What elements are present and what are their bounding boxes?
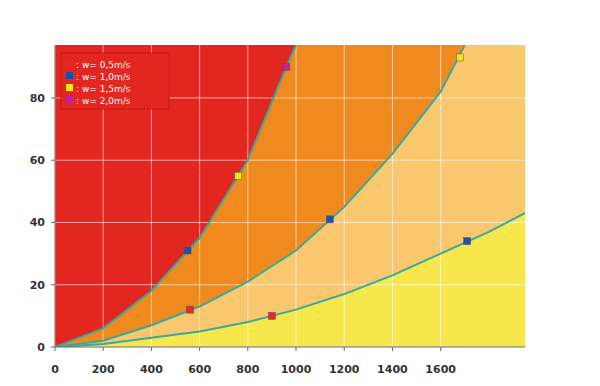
legend-swatch xyxy=(66,96,73,103)
data-point xyxy=(184,247,191,254)
legend-label: : w= 0,5m/s xyxy=(76,60,131,70)
grid-line xyxy=(55,45,56,347)
x-tick-label: 0 xyxy=(51,363,59,376)
x-tick-label: 1000 xyxy=(281,363,312,376)
y-tick xyxy=(51,97,55,98)
x-tick-label: 1200 xyxy=(329,363,360,376)
x-tick-label: 200 xyxy=(92,363,115,376)
boundary-curve xyxy=(55,213,525,347)
legend-box xyxy=(61,53,169,109)
x-tick xyxy=(296,347,297,351)
y-tick xyxy=(51,284,55,285)
legend-swatch xyxy=(66,72,73,79)
x-axis xyxy=(55,347,525,348)
legend-label: : w= 2,0m/s xyxy=(76,96,131,106)
x-tick-label: 1600 xyxy=(425,363,456,376)
grid-line xyxy=(55,284,525,285)
legend-label: : w= 1,0m/s xyxy=(76,72,131,82)
y-tick-label: 20 xyxy=(30,279,46,292)
data-point xyxy=(186,306,193,313)
legend: : w= 0,5m/s : w= 1,0m/s : w= 1,5m/s : w= 2,… xyxy=(61,53,169,109)
x-tick-label: 1400 xyxy=(377,363,408,376)
chart: 0 200 400 600 800 1000 1200 1400 1600 0 20 40 60 80 : … xyxy=(0,0,600,386)
legend-label: : w= 1,5m/s xyxy=(76,84,131,94)
data-point xyxy=(326,216,333,223)
region-fill xyxy=(55,45,465,347)
y-tick xyxy=(51,347,55,348)
data-point xyxy=(456,54,463,61)
x-tick xyxy=(440,347,441,351)
x-tick-label: 400 xyxy=(140,363,163,376)
grid-line xyxy=(344,45,345,347)
data-point xyxy=(464,238,471,245)
x-tick-label: 600 xyxy=(188,363,211,376)
grid-line xyxy=(55,160,525,161)
x-tick xyxy=(392,347,393,351)
x-tick xyxy=(199,347,200,351)
grid-line xyxy=(55,222,525,223)
y-tick-label: 60 xyxy=(30,154,46,167)
x-tick xyxy=(151,347,152,351)
grid-line xyxy=(247,45,248,347)
x-tick xyxy=(55,347,56,351)
boundary-curve xyxy=(55,45,465,347)
x-tick xyxy=(344,347,345,351)
y-tick-label: 80 xyxy=(30,92,46,105)
legend-swatch xyxy=(66,60,73,67)
x-tick-label: 800 xyxy=(236,363,259,376)
y-tick-label: 40 xyxy=(30,216,46,229)
data-point xyxy=(268,312,275,319)
y-axis xyxy=(55,45,56,347)
region-fill xyxy=(55,45,296,347)
grid-line xyxy=(296,45,297,347)
grid-line xyxy=(199,45,200,347)
plot-area xyxy=(55,45,525,347)
y-tick xyxy=(51,222,55,223)
y-tick xyxy=(51,160,55,161)
grid-line xyxy=(392,45,393,347)
data-point xyxy=(235,172,242,179)
boundary-curve xyxy=(55,45,296,347)
x-tick xyxy=(247,347,248,351)
grid-line xyxy=(55,347,525,348)
legend-swatch xyxy=(66,84,73,91)
x-tick xyxy=(103,347,104,351)
data-point xyxy=(283,63,290,70)
y-tick-label: 0 xyxy=(37,341,45,354)
region-fill xyxy=(55,45,525,347)
